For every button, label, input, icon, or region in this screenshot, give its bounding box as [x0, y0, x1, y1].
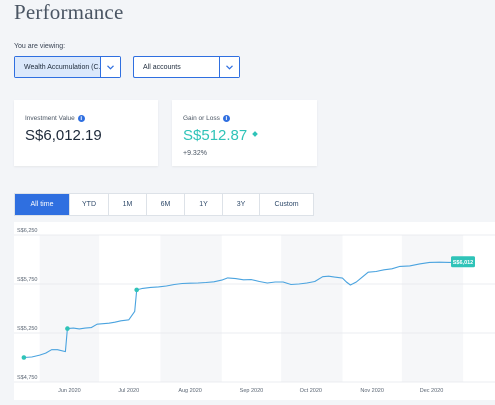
tab-6m[interactable]: 6M — [147, 194, 185, 215]
tab-all-time[interactable]: All time — [15, 194, 70, 215]
portfolio-select-value: Wealth Accumulation (C... — [15, 57, 100, 77]
data-point-marker[interactable] — [134, 287, 139, 293]
tab-1m[interactable]: 1M — [109, 194, 147, 215]
viewing-label: You are viewing: — [14, 43, 66, 50]
info-icon[interactable]: i — [222, 115, 230, 122]
portfolio-select[interactable]: Wealth Accumulation (C... — [14, 56, 121, 78]
investment-value-card: Investment Value i S$6,012.19 — [14, 100, 158, 166]
gain-loss-value-row: S$512.87 — [183, 127, 259, 144]
info-icon[interactable]: i — [77, 115, 85, 122]
y-tick-label: S$4,750 — [17, 375, 38, 381]
x-tick-label: Dec 2020 — [420, 388, 444, 394]
tab-3y[interactable]: 3Y — [223, 194, 260, 215]
x-tick-label: Oct 2020 — [300, 388, 322, 394]
gain-loss-value: S$512.87 — [183, 127, 248, 144]
x-tick-label: Sep 2020 — [240, 388, 264, 394]
chevron-down-icon — [226, 64, 233, 70]
x-tick-label: Jul 2020 — [118, 388, 139, 394]
gain-loss-label: Gain or Loss — [183, 115, 220, 122]
investment-value-label-row: Investment Value i — [25, 115, 85, 122]
tab-custom[interactable]: Custom — [274, 201, 299, 208]
performance-chart-svg: S$6,250 S$5,750 S$5,250 S$4,750 Jun 2020 Jul… — [14, 228, 495, 394]
end-value-label: S$6,012 — [453, 260, 474, 266]
x-tick-label: Aug 2020 — [178, 388, 202, 394]
diamond-icon — [252, 131, 259, 137]
y-tick-label: S$6,250 — [17, 228, 38, 234]
x-tick-label: Nov 2020 — [360, 388, 384, 394]
tab-ytd[interactable]: YTD — [70, 194, 109, 215]
gain-loss-percent: +9.32% — [183, 150, 207, 157]
data-point-marker[interactable] — [21, 355, 27, 360]
y-tick-label: S$5,750 — [17, 277, 38, 283]
investment-value: S$6,012.19 — [25, 127, 102, 144]
performance-chart: S$6,250 S$5,750 S$5,250 S$4,750 Jun 2020 Jul… — [14, 222, 495, 400]
x-tick-label: Jun 2020 — [58, 388, 81, 394]
chevron-down-icon — [107, 64, 114, 70]
month-band — [281, 235, 343, 382]
portfolio-dropdown-button[interactable] — [100, 57, 120, 77]
month-band — [39, 235, 100, 382]
month-band — [160, 235, 222, 382]
data-point-marker[interactable] — [65, 326, 70, 331]
accounts-select[interactable]: All accounts — [133, 56, 240, 78]
page-title: Performance — [14, 0, 124, 24]
time-range-tabs: All time YTD 1M 6M 1Y 3Y Custom — [14, 193, 314, 216]
investment-value-label: Investment Value — [25, 115, 75, 122]
gain-loss-card: Gain or Loss i S$512.87 +9.32% — [172, 100, 317, 166]
accounts-dropdown-button[interactable] — [219, 57, 239, 77]
tab-1y[interactable]: 1Y — [185, 194, 223, 215]
end-value-badge — [451, 256, 475, 268]
y-tick-label: S$5,250 — [17, 326, 38, 332]
gain-loss-label-row: Gain or Loss i — [183, 115, 230, 122]
accounts-select-value: All accounts — [143, 63, 181, 71]
series-line — [23, 261, 462, 359]
